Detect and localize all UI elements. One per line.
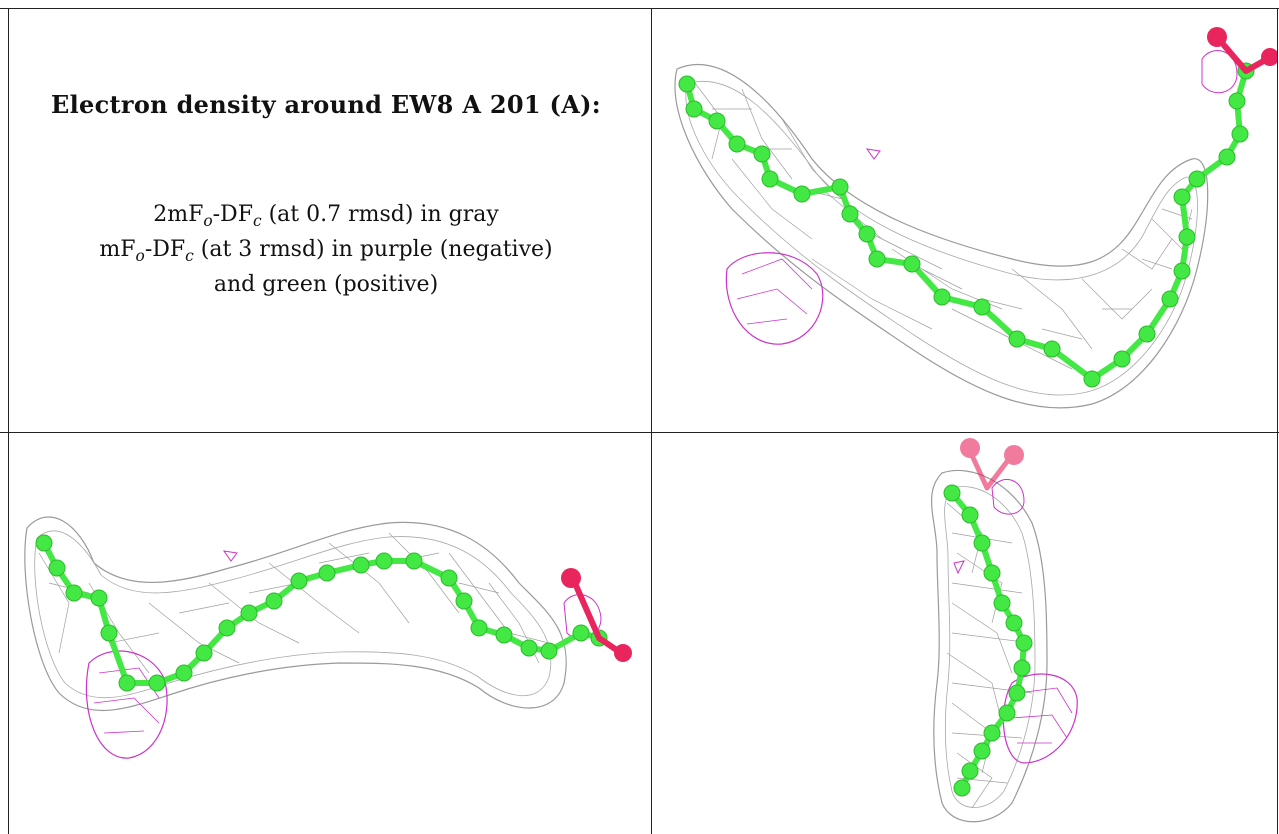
caption-line-2fofc: 2mFo-DFc (at 0.7 rmsd) in gray [153, 202, 499, 230]
density-render-bottom-right [931, 438, 1078, 823]
frame-middle [0, 432, 1279, 433]
mesh-2fofc-bottom-right [931, 469, 1048, 823]
ligand-carbons-bottom-right [943, 484, 1033, 797]
caption-legend: 2mFo-DFc (at 0.7 rmsd) in gray mFo-DFc (… [0, 198, 652, 301]
frame-top [0, 8, 1279, 9]
view-bottom-right [652, 433, 1277, 834]
mesh-2fofc-top-right [674, 63, 1209, 409]
mesh-negative-top-right [725, 50, 1238, 345]
ligand-carbons-top-right [678, 62, 1255, 388]
frame-left [8, 8, 9, 834]
caption-title: Electron density around EW8 A 201 (A): [51, 90, 601, 119]
mesh-negative-bottom-right [953, 478, 1078, 764]
ligand-bonds-bottom-left [41, 540, 602, 686]
view-bottom-left [9, 433, 651, 834]
view-top-right [652, 9, 1277, 432]
density-render-top-right [674, 27, 1277, 409]
ligand-bonds-top-right [684, 68, 1249, 383]
caption-cell: Electron density around EW8 A 201 (A): 2… [0, 0, 652, 432]
ligand-oxygens-bottom-right [960, 438, 1024, 491]
caption-line-colors: and green (positive) [213, 272, 439, 297]
frame-right [1277, 8, 1278, 834]
ligand-oxygens-bottom-left [561, 568, 632, 662]
ligand-oxygens-top-right [1207, 27, 1277, 74]
caption-line-fofc: mFo-DFc (at 3 rmsd) in purple (negative) [99, 237, 553, 265]
frame-center [651, 8, 652, 834]
ligand-carbons-bottom-left [35, 534, 608, 692]
density-render-bottom-left [24, 516, 632, 759]
